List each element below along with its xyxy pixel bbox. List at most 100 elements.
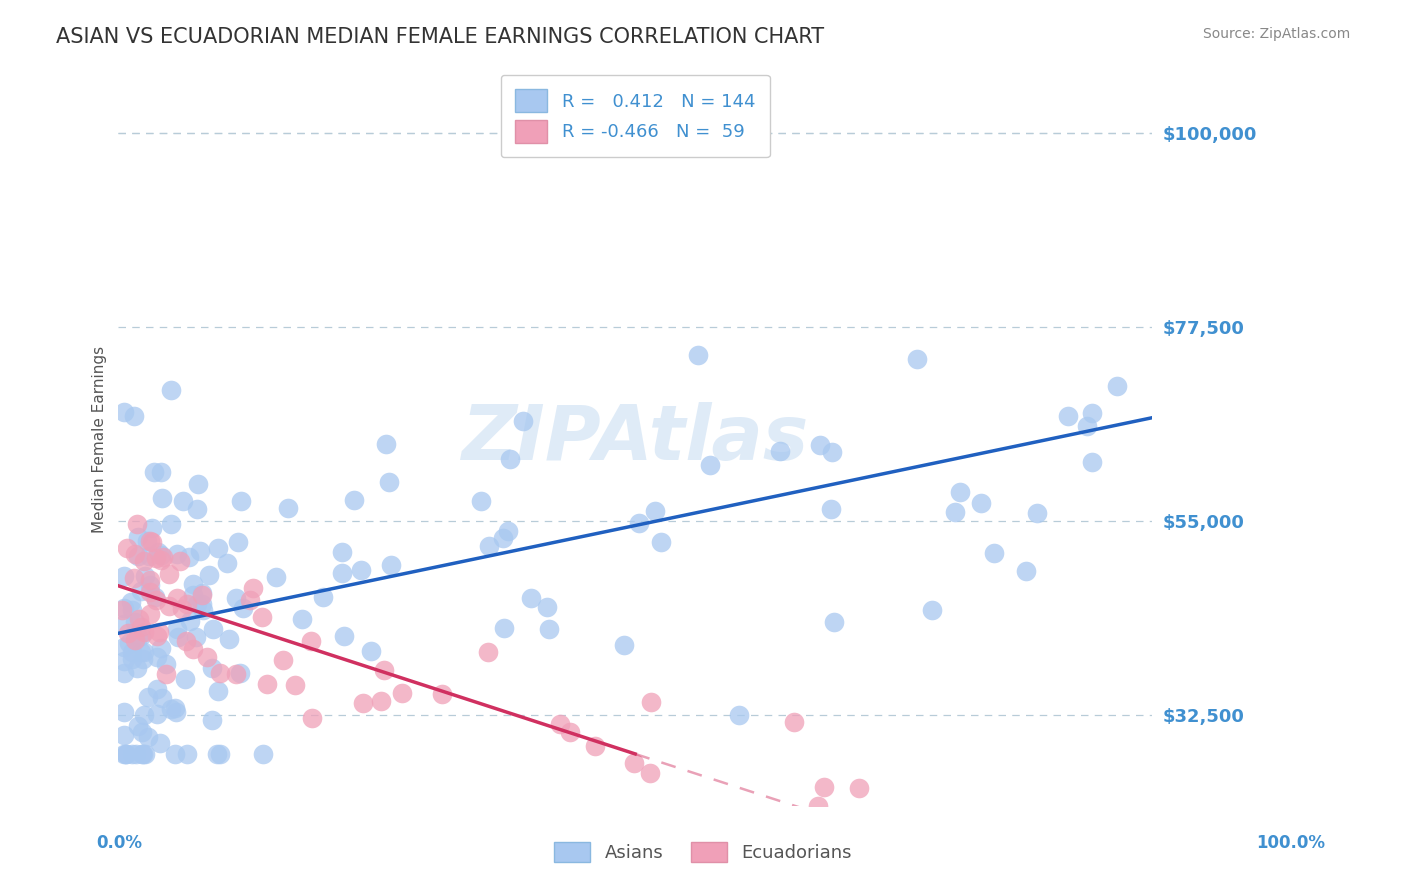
- Point: [150, 491, 173, 505]
- Point: [150, 465, 173, 479]
- Point: [391, 686, 413, 700]
- Point: [821, 444, 844, 458]
- Point: [231, 493, 253, 508]
- Point: [380, 558, 402, 573]
- Point: [193, 602, 215, 616]
- Point: [190, 543, 212, 558]
- Point: [612, 638, 634, 652]
- Point: [550, 717, 572, 731]
- Point: [496, 524, 519, 538]
- Point: [129, 645, 152, 659]
- Point: [299, 634, 322, 648]
- Point: [112, 654, 135, 668]
- Point: [121, 652, 143, 666]
- Point: [128, 612, 150, 626]
- Point: [343, 492, 366, 507]
- Text: 100.0%: 100.0%: [1256, 834, 1326, 852]
- Point: [139, 585, 162, 599]
- Point: [176, 747, 198, 761]
- Point: [141, 535, 163, 549]
- Point: [191, 586, 214, 600]
- Point: [166, 591, 188, 606]
- Point: [430, 687, 453, 701]
- Point: [121, 747, 143, 761]
- Legend: Asians, Ecuadorians: Asians, Ecuadorians: [547, 835, 859, 870]
- Text: Source: ZipAtlas.com: Source: ZipAtlas.com: [1202, 27, 1350, 41]
- Point: [512, 413, 534, 427]
- Point: [167, 630, 190, 644]
- Point: [134, 747, 156, 761]
- Point: [1105, 378, 1128, 392]
- Point: [160, 384, 183, 398]
- Point: [813, 780, 835, 795]
- Point: [138, 690, 160, 704]
- Point: [699, 458, 721, 473]
- Point: [172, 601, 194, 615]
- Point: [174, 672, 197, 686]
- Point: [165, 705, 187, 719]
- Point: [112, 705, 135, 719]
- Point: [197, 567, 219, 582]
- Point: [124, 548, 146, 562]
- Point: [132, 645, 155, 659]
- Point: [131, 725, 153, 739]
- Point: [264, 570, 287, 584]
- Point: [143, 465, 166, 479]
- Point: [949, 485, 972, 500]
- Point: [284, 678, 307, 692]
- Point: [377, 475, 399, 489]
- Point: [250, 610, 273, 624]
- Point: [242, 581, 264, 595]
- Point: [139, 534, 162, 549]
- Point: [207, 541, 229, 556]
- Point: [181, 642, 204, 657]
- Point: [1081, 455, 1104, 469]
- Point: [149, 553, 172, 567]
- Point: [150, 691, 173, 706]
- Point: [124, 632, 146, 647]
- Point: [166, 622, 188, 636]
- Point: [374, 437, 396, 451]
- Point: [232, 601, 254, 615]
- Point: [112, 405, 135, 419]
- Point: [172, 494, 194, 508]
- Point: [155, 666, 177, 681]
- Point: [201, 660, 224, 674]
- Point: [138, 549, 160, 563]
- Point: [492, 531, 515, 545]
- Point: [187, 477, 209, 491]
- Point: [808, 438, 831, 452]
- Point: [176, 597, 198, 611]
- Point: [477, 645, 499, 659]
- Point: [207, 747, 229, 761]
- Point: [127, 530, 149, 544]
- Point: [983, 546, 1005, 560]
- Point: [277, 501, 299, 516]
- Point: [186, 597, 208, 611]
- Point: [186, 502, 208, 516]
- Point: [520, 591, 543, 605]
- Point: [132, 652, 155, 666]
- Point: [184, 630, 207, 644]
- Point: [330, 566, 353, 581]
- Point: [121, 645, 143, 659]
- Point: [179, 614, 201, 628]
- Point: [226, 534, 249, 549]
- Point: [228, 665, 250, 680]
- Legend: R =   0.412   N = 144, R = -0.466   N =  59: R = 0.412 N = 144, R = -0.466 N = 59: [501, 75, 770, 157]
- Point: [150, 548, 173, 562]
- Point: [370, 693, 392, 707]
- Point: [145, 592, 167, 607]
- Point: [271, 653, 294, 667]
- Point: [127, 631, 149, 645]
- Point: [301, 711, 323, 725]
- Point: [352, 696, 374, 710]
- Point: [163, 701, 186, 715]
- Text: ZIPAtlas: ZIPAtlas: [461, 402, 808, 476]
- Point: [174, 634, 197, 648]
- Point: [638, 765, 661, 780]
- Point: [169, 554, 191, 568]
- Point: [127, 719, 149, 733]
- Point: [139, 607, 162, 622]
- Point: [225, 591, 247, 606]
